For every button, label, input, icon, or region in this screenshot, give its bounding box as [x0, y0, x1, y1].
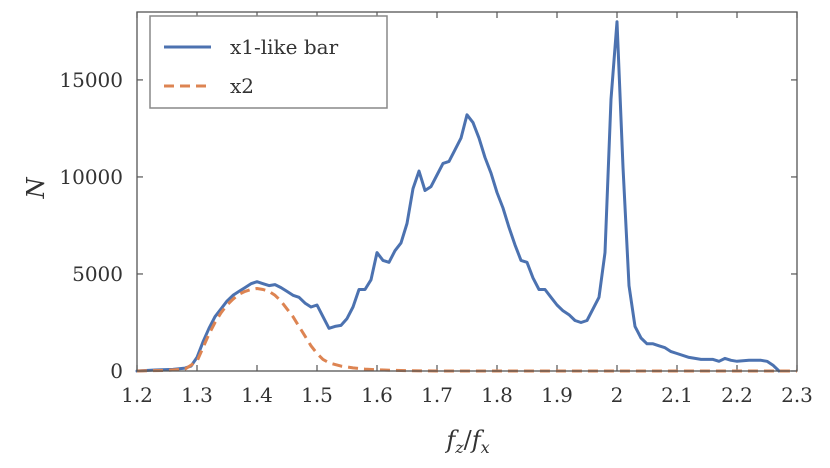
x-tick-label: 1.6: [361, 383, 393, 407]
x-tick-label: 2.1: [661, 383, 693, 407]
series-line-x1-like-bar: [135, 20, 781, 373]
x-tick-label: 1.2: [121, 383, 153, 407]
legend-label-x2: x2: [230, 74, 254, 98]
y-axis-label: N: [22, 177, 50, 200]
x-tick-label: 1.3: [181, 383, 213, 407]
legend-box: [149, 15, 388, 109]
x-axis-label-slash: /: [464, 426, 473, 454]
legend: x1-like bar x2: [149, 15, 388, 109]
x-tick-label: 1.9: [541, 383, 573, 407]
x-tick-label: 1.8: [481, 383, 513, 407]
y-tick-label: 5000: [72, 262, 123, 286]
tick-labels: 1.2 1.3 1.4 1.5 1.6 1.7 1.8 1.9 2 2.1 2.2 2.3 0 5000 1…: [59, 68, 813, 407]
x-tick-label: 2.2: [721, 383, 753, 407]
y-tick-label: 10000: [59, 165, 123, 189]
x-tick-label: 2: [611, 383, 624, 407]
x-axis-label-fx-sub: x: [481, 438, 490, 457]
x-tick-label: 2.3: [781, 383, 813, 407]
x-axis-label-fz-sub: z: [454, 438, 464, 457]
x-tick-label: 1.7: [421, 383, 453, 407]
y-tick-label: 15000: [59, 68, 123, 92]
x-tick-label: 1.4: [241, 383, 273, 407]
x-tick-label: 1.5: [301, 383, 333, 407]
legend-label-x1-like-bar: x1-like bar: [230, 35, 339, 59]
y-tick-label: 0: [110, 359, 123, 383]
plot-frame: [136, 11, 798, 372]
x-axis-label: fz/fx: [444, 426, 489, 457]
